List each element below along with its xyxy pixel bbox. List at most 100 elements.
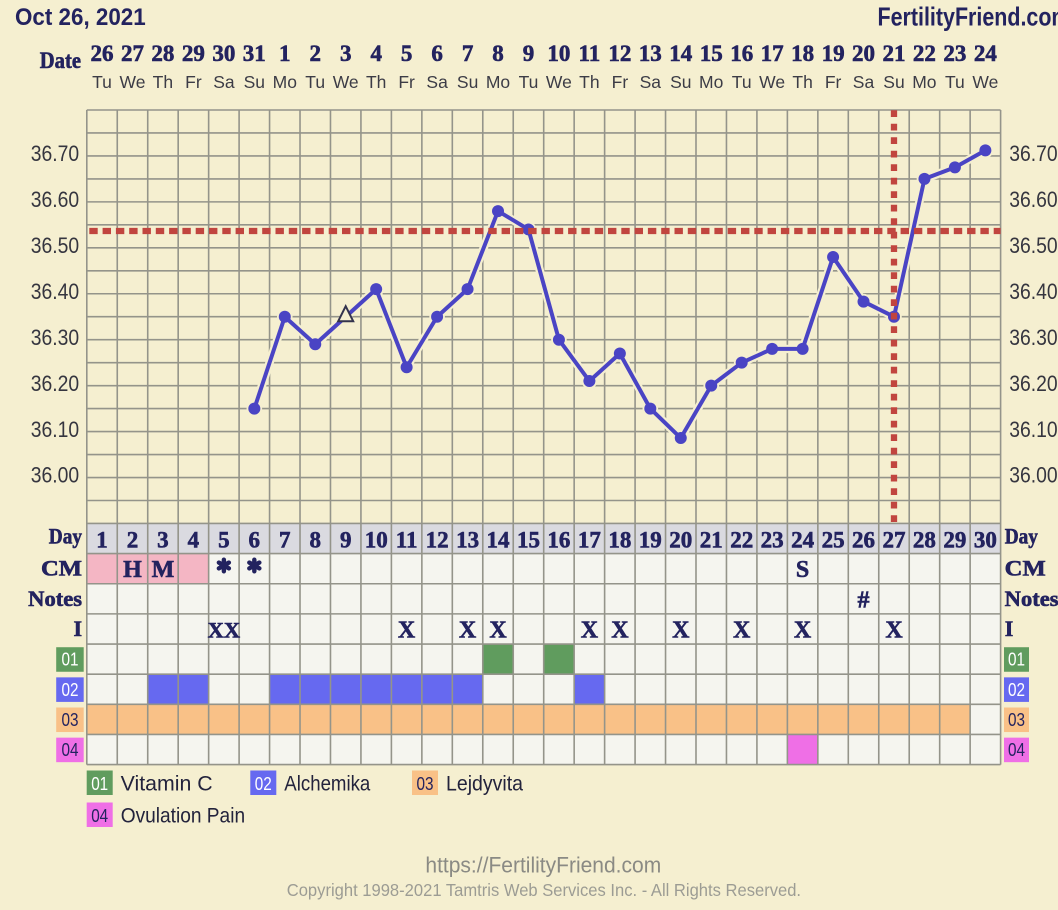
svg-text:01: 01 — [1008, 650, 1025, 670]
svg-text:H: H — [123, 557, 142, 583]
svg-text:8: 8 — [309, 528, 321, 553]
svg-text:36.20: 36.20 — [1009, 371, 1057, 396]
svg-text:04: 04 — [1008, 740, 1025, 760]
svg-text:19: 19 — [639, 528, 662, 553]
svg-text:6: 6 — [249, 528, 261, 553]
svg-text:36.20: 36.20 — [31, 371, 79, 396]
svg-text:36.50: 36.50 — [31, 233, 79, 258]
svg-text:04: 04 — [62, 740, 79, 760]
svg-text:28: 28 — [913, 528, 936, 553]
svg-text:Th: Th — [792, 72, 812, 92]
svg-text:Tu: Tu — [92, 72, 112, 92]
svg-text:27: 27 — [121, 41, 144, 66]
svg-text:Tu: Tu — [519, 72, 539, 92]
svg-text:2: 2 — [127, 528, 139, 553]
svg-text:Vitamin C: Vitamin C — [121, 773, 213, 796]
svg-text:M: M — [152, 557, 175, 583]
svg-text:Tu: Tu — [305, 72, 325, 92]
svg-text:36.30: 36.30 — [31, 325, 79, 350]
svg-text:CM: CM — [1005, 556, 1046, 581]
svg-text:02: 02 — [255, 774, 272, 794]
svg-text:02: 02 — [62, 680, 79, 700]
svg-text:Th: Th — [153, 72, 173, 92]
svg-text:3: 3 — [157, 528, 169, 553]
svg-text:7: 7 — [279, 528, 291, 553]
svg-text:01: 01 — [62, 650, 79, 670]
svg-text:Fr: Fr — [612, 72, 629, 92]
svg-text:Notes: Notes — [1005, 586, 1058, 611]
svg-text:9: 9 — [523, 41, 535, 66]
svg-text:FertilityFriend.com: FertilityFriend.com — [878, 1, 1058, 31]
svg-text:Sa: Sa — [853, 72, 875, 92]
svg-text:26: 26 — [852, 528, 875, 553]
svg-text:Alchemika: Alchemika — [284, 773, 370, 796]
svg-text:Ovulation Pain: Ovulation Pain — [121, 805, 245, 828]
svg-text:5: 5 — [218, 528, 230, 553]
svg-text:We: We — [546, 72, 572, 92]
svg-text:Mo: Mo — [486, 72, 510, 92]
svg-text:36.60: 36.60 — [31, 187, 79, 212]
svg-text:17: 17 — [761, 41, 784, 66]
svg-text:18: 18 — [608, 528, 631, 553]
svg-text:16: 16 — [547, 528, 570, 553]
svg-text:36.40: 36.40 — [1009, 279, 1057, 304]
svg-text:10: 10 — [547, 41, 570, 66]
svg-text:Notes: Notes — [28, 586, 82, 611]
svg-text:Tu: Tu — [732, 72, 752, 92]
svg-text:20: 20 — [669, 528, 692, 553]
svg-text:4: 4 — [188, 528, 200, 553]
svg-text:19: 19 — [822, 41, 845, 66]
svg-text:Su: Su — [244, 72, 265, 92]
svg-text:Su: Su — [883, 72, 904, 92]
svg-text:Day: Day — [49, 524, 82, 549]
svg-text:Day: Day — [1005, 524, 1038, 549]
svg-text:Su: Su — [670, 72, 691, 92]
svg-text:We: We — [972, 72, 998, 92]
svg-text:I: I — [1005, 616, 1014, 641]
svg-text:30: 30 — [974, 528, 997, 553]
svg-text:6: 6 — [431, 41, 443, 66]
svg-text:12: 12 — [426, 528, 449, 553]
svg-text:We: We — [333, 72, 359, 92]
svg-text:22: 22 — [730, 528, 753, 553]
svg-text:1: 1 — [96, 528, 108, 553]
svg-text:15: 15 — [700, 41, 723, 66]
svg-text:23: 23 — [761, 528, 784, 553]
svg-text:16: 16 — [730, 41, 753, 66]
svg-text:3: 3 — [340, 41, 352, 66]
svg-text:36.10: 36.10 — [31, 417, 79, 442]
svg-text:CM: CM — [41, 556, 82, 581]
svg-text:31: 31 — [243, 41, 266, 66]
svg-text:X: X — [885, 618, 903, 644]
svg-text:X: X — [459, 618, 477, 644]
svg-text:X: X — [489, 618, 507, 644]
svg-text:Lejdyvita: Lejdyvita — [446, 773, 523, 796]
svg-text:36.00: 36.00 — [1009, 463, 1057, 488]
svg-text:36.10: 36.10 — [1009, 417, 1057, 442]
svg-text:36.40: 36.40 — [31, 279, 79, 304]
svg-text:Copyright 1998-2021 Tamtris We: Copyright 1998-2021 Tamtris Web Services… — [287, 880, 801, 900]
svg-text:X: X — [733, 618, 751, 644]
svg-text:X: X — [398, 618, 416, 644]
svg-text:1: 1 — [279, 41, 291, 66]
svg-text:Date: Date — [40, 48, 81, 73]
svg-text:30: 30 — [212, 41, 235, 66]
svg-text:11: 11 — [579, 41, 601, 66]
svg-text:X: X — [794, 618, 812, 644]
svg-text:27: 27 — [883, 528, 906, 553]
svg-text:Fr: Fr — [185, 72, 202, 92]
svg-text:Mo: Mo — [699, 72, 723, 92]
svg-text:We: We — [759, 72, 785, 92]
svg-text:03: 03 — [62, 710, 79, 730]
svg-text:Mo: Mo — [912, 72, 936, 92]
svg-text:8: 8 — [492, 41, 504, 66]
svg-text:9: 9 — [340, 528, 352, 553]
svg-text:Su: Su — [457, 72, 478, 92]
svg-text:Oct 26, 2021: Oct 26, 2021 — [15, 4, 146, 31]
svg-text:21: 21 — [883, 41, 906, 66]
svg-text:02: 02 — [1008, 680, 1025, 700]
svg-text:X: X — [581, 618, 599, 644]
svg-text:2: 2 — [309, 41, 321, 66]
svg-text:#: # — [858, 587, 870, 613]
svg-text:12: 12 — [608, 41, 631, 66]
